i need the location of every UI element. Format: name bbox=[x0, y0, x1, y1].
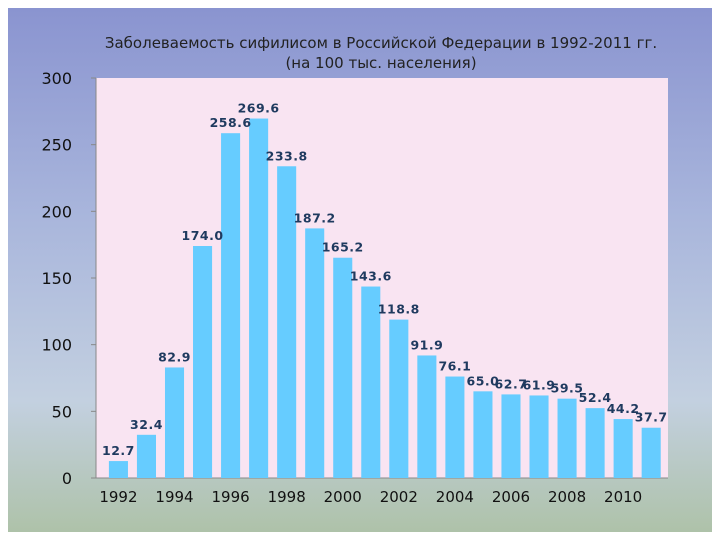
y-tick-label: 50 bbox=[52, 402, 72, 421]
bar-2008 bbox=[557, 398, 577, 478]
bar-1996 bbox=[221, 133, 241, 478]
x-tick-label: 2010 bbox=[604, 488, 642, 506]
x-tick-label: 1998 bbox=[268, 488, 306, 506]
data-label-2008: 59.5 bbox=[551, 381, 584, 396]
data-label-1994: 82.9 bbox=[158, 349, 191, 364]
bar-1995 bbox=[193, 246, 213, 478]
data-label-1992: 12.7 bbox=[102, 443, 135, 458]
bar-1993 bbox=[136, 434, 157, 478]
data-label-1998: 233.8 bbox=[266, 148, 308, 163]
data-label-1993: 32.4 bbox=[130, 417, 163, 432]
bar-2002 bbox=[389, 319, 409, 478]
bar-2011 bbox=[641, 427, 661, 478]
data-label-2006: 62.7 bbox=[495, 376, 528, 391]
data-label-2007: 61.9 bbox=[523, 377, 556, 392]
bar-1992 bbox=[108, 461, 128, 478]
bar-2010 bbox=[613, 419, 633, 478]
x-tick-label: 2006 bbox=[492, 488, 530, 506]
bar-2001 bbox=[361, 286, 381, 478]
data-label-1997: 269.6 bbox=[238, 101, 280, 116]
bar-2000 bbox=[333, 257, 353, 478]
y-tick-label: 100 bbox=[41, 336, 72, 355]
x-tick-label: 2000 bbox=[324, 488, 362, 506]
data-label-2005: 65.0 bbox=[467, 373, 500, 388]
bar-2006 bbox=[501, 394, 521, 478]
data-label-2011: 37.7 bbox=[635, 410, 668, 425]
data-label-2001: 143.6 bbox=[350, 269, 392, 284]
y-tick-label: 150 bbox=[41, 269, 72, 288]
y-tick-label: 200 bbox=[41, 202, 72, 221]
data-label-1996: 258.6 bbox=[210, 115, 252, 130]
x-tick-label: 2004 bbox=[436, 488, 474, 506]
bar-1997 bbox=[249, 118, 269, 479]
x-tick-label: 2002 bbox=[380, 488, 418, 506]
data-label-1999: 187.2 bbox=[294, 210, 336, 225]
y-tick-label: 300 bbox=[41, 69, 72, 88]
bar-2005 bbox=[473, 391, 493, 478]
bar-chart: Заболеваемость сифилисом в Российской Фе… bbox=[41, 34, 668, 506]
x-tick-label: 2008 bbox=[548, 488, 586, 506]
data-label-2000: 165.2 bbox=[322, 240, 364, 255]
data-label-2004: 76.1 bbox=[438, 359, 471, 374]
data-label-2002: 118.8 bbox=[378, 302, 420, 317]
slide-background: Заболеваемость сифилисом в Российской Фе… bbox=[8, 8, 712, 532]
data-label-1995: 174.0 bbox=[182, 228, 224, 243]
bar-2007 bbox=[529, 395, 549, 478]
bars-group bbox=[108, 118, 661, 479]
bar-1999 bbox=[305, 228, 325, 478]
chart-subtitle: (на 100 тыс. населения) bbox=[285, 54, 476, 72]
data-label-2003: 91.9 bbox=[410, 337, 443, 352]
bar-1994 bbox=[164, 367, 185, 478]
bar-2009 bbox=[585, 408, 605, 478]
chart-title: Заболеваемость сифилисом в Российской Фе… bbox=[105, 34, 657, 52]
x-tick-label: 1996 bbox=[211, 488, 249, 506]
bar-1998 bbox=[277, 166, 297, 478]
data-label-2009: 52.4 bbox=[579, 390, 612, 405]
x-tick-label: 1992 bbox=[99, 488, 137, 506]
bar-2004 bbox=[445, 376, 465, 478]
y-tick-label: 250 bbox=[41, 136, 72, 155]
x-axis-ticks: 1992 1994 1996 1998 2000 2002 2004 2006 2008 2010 bbox=[99, 488, 642, 506]
x-tick-label: 1994 bbox=[155, 488, 193, 506]
bar-2003 bbox=[417, 355, 437, 478]
data-label-2010: 44.2 bbox=[607, 401, 640, 416]
y-axis-ticks: 0 50 100 150 200 250 300 bbox=[41, 69, 96, 488]
y-tick-label: 0 bbox=[62, 469, 72, 488]
